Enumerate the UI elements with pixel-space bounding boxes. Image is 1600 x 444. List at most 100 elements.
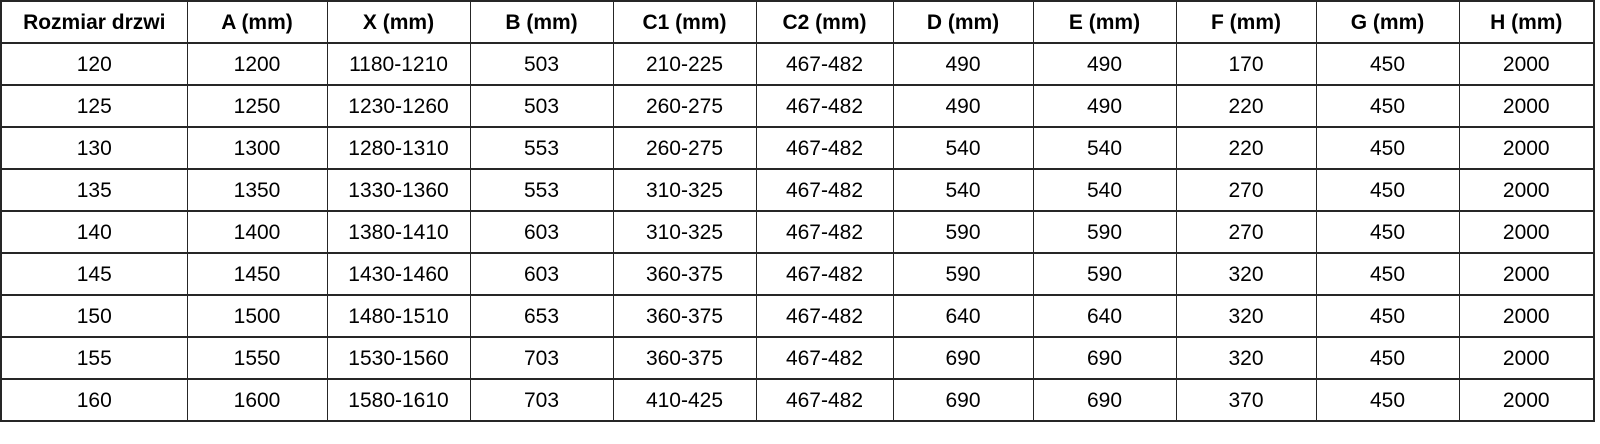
- table-cell: 1450: [186, 252, 328, 296]
- table-row: 140 1400 1380-1410 603 310-325 467-482 590 590 2…: [0, 210, 1595, 254]
- table-cell: 1330-1360: [326, 168, 471, 212]
- table-cell: 540: [1032, 126, 1177, 170]
- table-cell: 160: [0, 378, 188, 422]
- table-cell: 503: [469, 84, 614, 128]
- table-cell: 1350: [186, 168, 328, 212]
- table-cell: 2000: [1458, 378, 1595, 422]
- table-cell: 130: [0, 126, 188, 170]
- table-cell: 503: [469, 42, 614, 86]
- header-row: Rozmiar drzwi A (mm) X (mm) B (mm) C1 (m…: [0, 0, 1595, 44]
- table-cell: 320: [1175, 336, 1317, 380]
- table-cell: 553: [469, 126, 614, 170]
- table-cell: 2000: [1458, 210, 1595, 254]
- table-cell: 450: [1315, 252, 1460, 296]
- table-cell: 703: [469, 378, 614, 422]
- table-row: 145 1450 1430-1460 603 360-375 467-482 590 590 3…: [0, 252, 1595, 296]
- table-cell: 140: [0, 210, 188, 254]
- table-cell: 135: [0, 168, 188, 212]
- table-cell: 270: [1175, 210, 1317, 254]
- table-cell: 467-482: [755, 84, 894, 128]
- column-header-c2: C2 (mm): [755, 0, 894, 44]
- table-cell: 467-482: [755, 378, 894, 422]
- table-cell: 1180-1210: [326, 42, 471, 86]
- table-cell: 170: [1175, 42, 1317, 86]
- table-cell: 320: [1175, 294, 1317, 338]
- table-cell: 120: [0, 42, 188, 86]
- table-cell: 155: [0, 336, 188, 380]
- table-cell: 145: [0, 252, 188, 296]
- table-cell: 690: [892, 336, 1034, 380]
- table-row: 135 1350 1330-1360 553 310-325 467-482 540 540 2…: [0, 168, 1595, 212]
- table-cell: 467-482: [755, 42, 894, 86]
- table-cell: 1580-1610: [326, 378, 471, 422]
- door-dimensions-table: Rozmiar drzwi A (mm) X (mm) B (mm) C1 (m…: [0, 0, 1595, 422]
- table-cell: 1480-1510: [326, 294, 471, 338]
- table-cell: 260-275: [612, 126, 757, 170]
- table-cell: 450: [1315, 126, 1460, 170]
- table-cell: 467-482: [755, 126, 894, 170]
- table-header: Rozmiar drzwi A (mm) X (mm) B (mm) C1 (m…: [0, 0, 1595, 44]
- table-cell: 360-375: [612, 294, 757, 338]
- table-row: 160 1600 1580-1610 703 410-425 467-482 690 690 3…: [0, 378, 1595, 422]
- table-cell: 1300: [186, 126, 328, 170]
- table-cell: 370: [1175, 378, 1317, 422]
- table-cell: 1380-1410: [326, 210, 471, 254]
- table-cell: 690: [1032, 336, 1177, 380]
- table-cell: 1230-1260: [326, 84, 471, 128]
- table-cell: 2000: [1458, 126, 1595, 170]
- column-header-f: F (mm): [1175, 0, 1317, 44]
- table-cell: 360-375: [612, 252, 757, 296]
- table-cell: 653: [469, 294, 614, 338]
- table-cell: 553: [469, 168, 614, 212]
- table-cell: 310-325: [612, 168, 757, 212]
- table-cell: 603: [469, 210, 614, 254]
- table-row: 150 1500 1480-1510 653 360-375 467-482 640 640 3…: [0, 294, 1595, 338]
- table-cell: 450: [1315, 378, 1460, 422]
- table-cell: 2000: [1458, 42, 1595, 86]
- table-cell: 467-482: [755, 294, 894, 338]
- table-cell: 450: [1315, 336, 1460, 380]
- table-cell: 690: [892, 378, 1034, 422]
- table-cell: 450: [1315, 294, 1460, 338]
- table-cell: 690: [1032, 378, 1177, 422]
- table-cell: 360-375: [612, 336, 757, 380]
- table-cell: 590: [892, 210, 1034, 254]
- table-cell: 1600: [186, 378, 328, 422]
- table-cell: 703: [469, 336, 614, 380]
- table-cell: 467-482: [755, 210, 894, 254]
- table-cell: 150: [0, 294, 188, 338]
- table-cell: 220: [1175, 126, 1317, 170]
- table-cell: 2000: [1458, 294, 1595, 338]
- table-cell: 490: [1032, 42, 1177, 86]
- table-cell: 603: [469, 252, 614, 296]
- table-cell: 467-482: [755, 336, 894, 380]
- table-cell: 450: [1315, 210, 1460, 254]
- table-cell: 540: [892, 126, 1034, 170]
- table-cell: 320: [1175, 252, 1317, 296]
- table-cell: 490: [1032, 84, 1177, 128]
- table-cell: 450: [1315, 42, 1460, 86]
- table-cell: 2000: [1458, 336, 1595, 380]
- table-cell: 467-482: [755, 252, 894, 296]
- table-row: 130 1300 1280-1310 553 260-275 467-482 540 540 2…: [0, 126, 1595, 170]
- table-cell: 270: [1175, 168, 1317, 212]
- table-cell: 2000: [1458, 84, 1595, 128]
- table-cell: 1550: [186, 336, 328, 380]
- table-cell: 590: [1032, 252, 1177, 296]
- table-cell: 1530-1560: [326, 336, 471, 380]
- table-cell: 640: [892, 294, 1034, 338]
- column-header-b: B (mm): [469, 0, 614, 44]
- column-header-rozmiar-drzwi: Rozmiar drzwi: [0, 0, 188, 44]
- table-row: 120 1200 1180-1210 503 210-225 467-482 490 490 1…: [0, 42, 1595, 86]
- column-header-g: G (mm): [1315, 0, 1460, 44]
- table-cell: 490: [892, 84, 1034, 128]
- table-cell: 260-275: [612, 84, 757, 128]
- table-cell: 467-482: [755, 168, 894, 212]
- table-body: 120 1200 1180-1210 503 210-225 467-482 490 490 1…: [0, 42, 1595, 422]
- column-header-x: X (mm): [326, 0, 471, 44]
- table-cell: 1500: [186, 294, 328, 338]
- table-cell: 1200: [186, 42, 328, 86]
- table-cell: 1250: [186, 84, 328, 128]
- table-row: 125 1250 1230-1260 503 260-275 467-482 490 490 2…: [0, 84, 1595, 128]
- column-header-e: E (mm): [1032, 0, 1177, 44]
